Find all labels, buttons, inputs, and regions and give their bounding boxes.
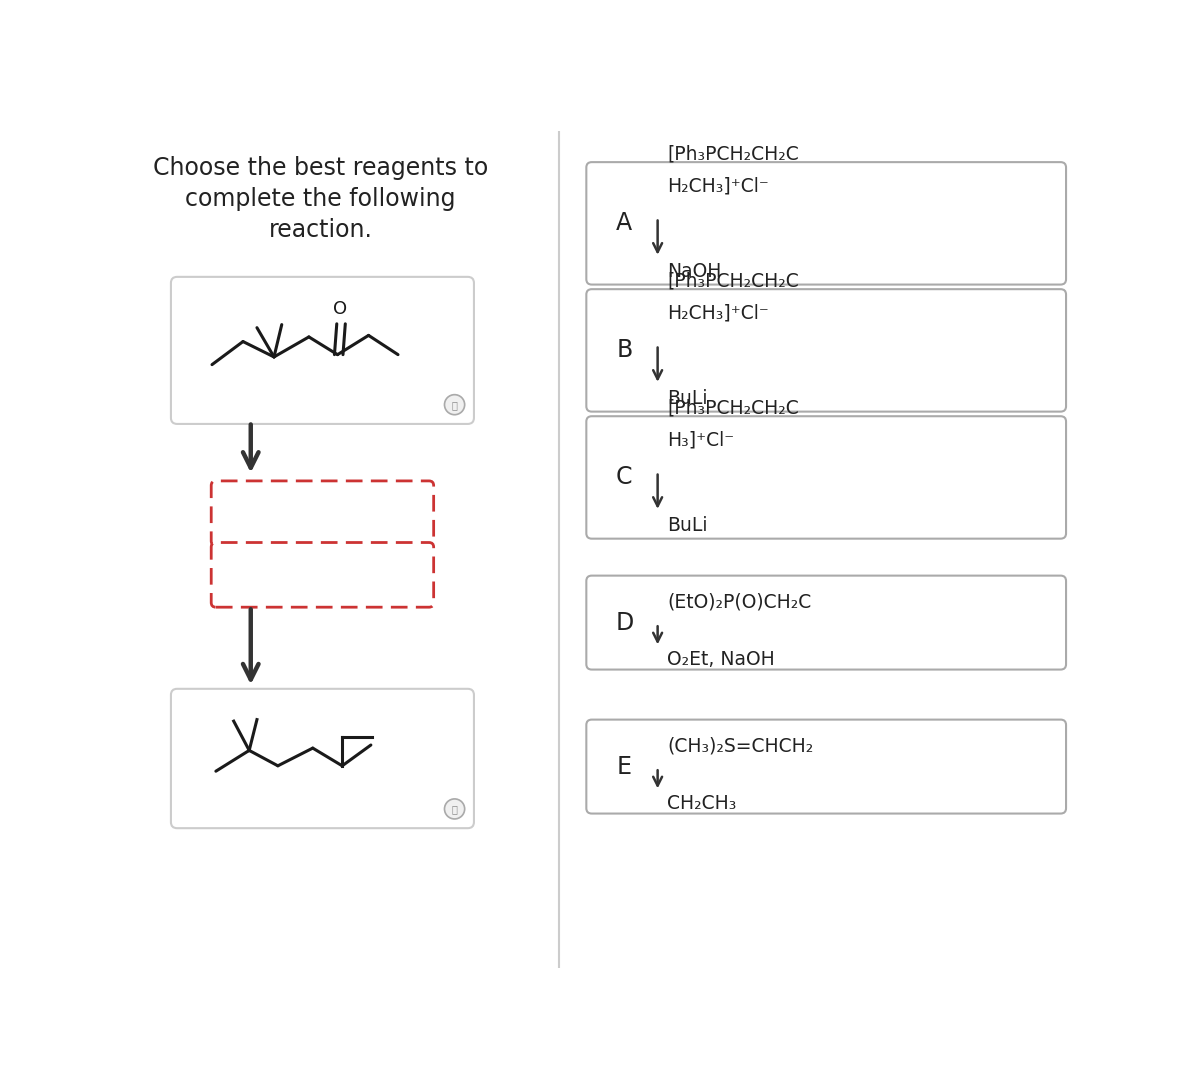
Text: H₂CH₃]⁺Cl⁻: H₂CH₃]⁺Cl⁻ <box>667 304 769 323</box>
Text: NaOH: NaOH <box>667 262 721 281</box>
FancyBboxPatch shape <box>170 276 474 424</box>
Text: [Ph₃PCH₂CH₂C: [Ph₃PCH₂CH₂C <box>667 272 799 290</box>
FancyBboxPatch shape <box>211 481 433 545</box>
Text: [Ph₃PCH₂CH₂C: [Ph₃PCH₂CH₂C <box>667 145 799 163</box>
Text: Choose the best reagents to: Choose the best reagents to <box>152 156 488 180</box>
FancyBboxPatch shape <box>211 543 433 607</box>
Text: [Ph₃PCH₂CH₂C: [Ph₃PCH₂CH₂C <box>667 399 799 418</box>
Text: B: B <box>616 338 632 362</box>
Text: reaction.: reaction. <box>269 218 372 242</box>
FancyBboxPatch shape <box>170 689 474 828</box>
FancyBboxPatch shape <box>587 289 1066 411</box>
Text: 🔍: 🔍 <box>451 399 457 410</box>
Text: A: A <box>617 211 632 235</box>
Text: CH₂CH₃: CH₂CH₃ <box>667 794 737 814</box>
FancyBboxPatch shape <box>587 417 1066 539</box>
FancyBboxPatch shape <box>587 719 1066 814</box>
Circle shape <box>444 395 464 415</box>
Text: (EtO)₂P(O)CH₂C: (EtO)₂P(O)CH₂C <box>667 593 811 611</box>
Text: H₃]⁺Cl⁻: H₃]⁺Cl⁻ <box>667 431 734 449</box>
Text: E: E <box>617 755 631 779</box>
Text: BuLi: BuLi <box>667 390 708 408</box>
Text: O: O <box>332 299 347 318</box>
Circle shape <box>444 799 464 819</box>
FancyBboxPatch shape <box>587 162 1066 285</box>
Text: (CH₃)₂S=CHCH₂: (CH₃)₂S=CHCH₂ <box>667 737 814 755</box>
Text: D: D <box>616 610 634 634</box>
Text: C: C <box>616 466 632 490</box>
Text: BuLi: BuLi <box>667 517 708 535</box>
Text: O₂Et, NaOH: O₂Et, NaOH <box>667 651 775 669</box>
Text: complete the following: complete the following <box>185 187 456 211</box>
FancyBboxPatch shape <box>587 576 1066 669</box>
Text: 🔍: 🔍 <box>451 804 457 814</box>
Text: H₂CH₃]⁺Cl⁻: H₂CH₃]⁺Cl⁻ <box>667 176 769 196</box>
